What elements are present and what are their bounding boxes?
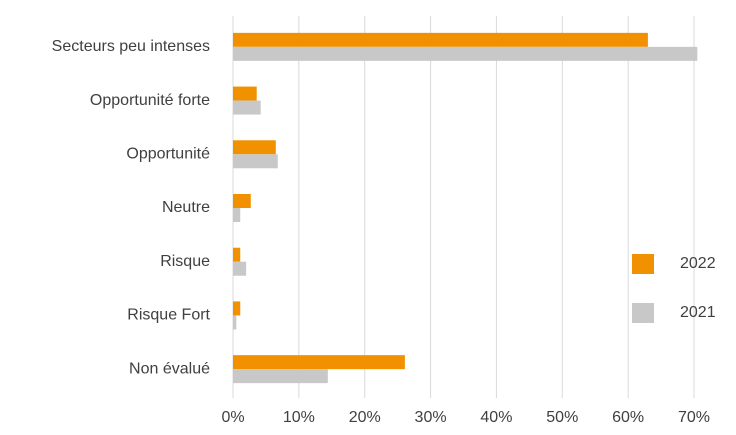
y-tick-label: Neutre [162, 199, 210, 216]
bar [233, 355, 405, 370]
y-tick-label: Opportunité [126, 146, 210, 163]
bar [233, 194, 251, 208]
y-tick-label: Opportunité forte [90, 92, 210, 109]
y-tick-label: Risque [160, 253, 210, 270]
bar [233, 140, 276, 155]
x-tick-label: 10% [283, 409, 315, 426]
x-tick-label: 50% [546, 409, 578, 426]
bar [233, 261, 247, 276]
x-tick-label: 30% [415, 409, 447, 426]
x-tick-label: 70% [678, 409, 710, 426]
x-tick-label: 40% [480, 409, 512, 426]
y-tick-label: Non évalué [129, 360, 210, 377]
legend-label: 2022 [680, 255, 716, 272]
bar [233, 86, 257, 101]
bar [233, 247, 241, 262]
bar [233, 154, 278, 169]
y-tick-label: Secteurs peu intenses [52, 38, 210, 55]
y-tick-label: Risque Fort [127, 307, 210, 324]
bar [233, 32, 648, 47]
x-tick-label: 0% [221, 409, 244, 426]
bar [233, 100, 261, 115]
legend-swatch [632, 303, 654, 323]
x-tick-label: 60% [612, 409, 644, 426]
bar [233, 315, 237, 330]
x-tick-label: 20% [349, 409, 381, 426]
bar [233, 301, 241, 316]
bar [233, 46, 698, 61]
legend-label: 2021 [680, 304, 716, 321]
bar [233, 208, 241, 222]
legend-swatch [632, 254, 654, 274]
bar [233, 369, 328, 384]
